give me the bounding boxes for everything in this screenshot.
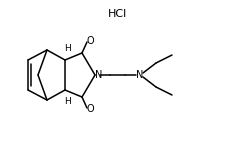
Text: HCl: HCl (108, 9, 127, 19)
Text: O: O (86, 104, 93, 114)
Text: H: H (64, 97, 71, 106)
Text: N: N (136, 70, 143, 80)
Text: O: O (86, 36, 93, 46)
Text: H: H (64, 44, 71, 52)
Text: N: N (95, 70, 102, 80)
